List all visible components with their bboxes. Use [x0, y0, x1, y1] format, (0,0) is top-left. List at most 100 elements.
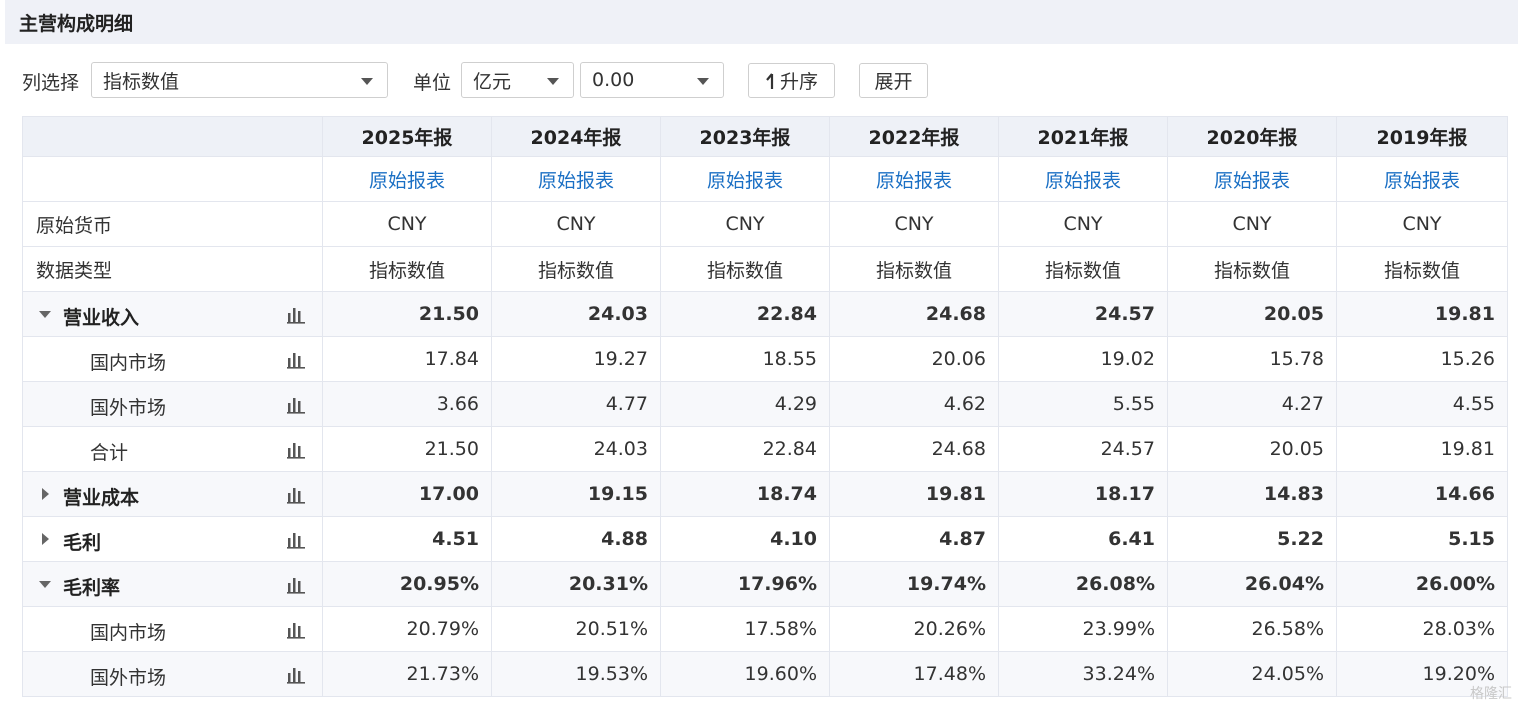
- table-cell: 19.81: [1336, 426, 1508, 472]
- table-cell: 17.48%: [829, 651, 999, 697]
- column-header[interactable]: 2021年报: [998, 116, 1168, 157]
- table-cell: 20.26%: [829, 606, 999, 652]
- table-row: 毛利率 20.95% 20.31% 17.96% 19.74% 26.08% 26.04% 2…: [22, 561, 1508, 607]
- table-cell: CNY: [998, 201, 1168, 247]
- column-select-value: 指标数值: [103, 70, 180, 93]
- table-cell: 5.22: [1167, 516, 1337, 562]
- bar-chart-icon[interactable]: [286, 305, 306, 324]
- table-row: 国内市场 20.79% 20.51% 17.58% 20.26% 23.99% 26.58%…: [22, 606, 1508, 652]
- bar-chart-icon[interactable]: [286, 620, 306, 639]
- table-cell: 26.58%: [1167, 606, 1337, 652]
- expand-button[interactable]: 展开: [859, 63, 928, 98]
- original-report-link[interactable]: 原始报表: [322, 156, 492, 202]
- table-cell: 4.10: [660, 516, 830, 562]
- bar-chart-icon[interactable]: [286, 485, 306, 504]
- chevron-down-icon: [697, 78, 709, 85]
- table-cell: 5.15: [1336, 516, 1508, 562]
- table-cell: 26.04%: [1167, 561, 1337, 607]
- collapse-icon[interactable]: [39, 311, 51, 318]
- original-report-link[interactable]: 原始报表: [1336, 156, 1508, 202]
- table-cell: 18.74: [660, 471, 830, 517]
- bar-chart-icon[interactable]: [286, 665, 306, 684]
- table-cell: 21.73%: [322, 651, 492, 697]
- original-report-link[interactable]: 原始报表: [660, 156, 830, 202]
- table-cell: 20.05: [1167, 291, 1337, 337]
- bar-chart-icon[interactable]: [286, 530, 306, 549]
- table-cell: 21.50: [322, 291, 492, 337]
- table-cell: 指标数值: [1336, 246, 1508, 292]
- table-cell: 4.88: [491, 516, 661, 562]
- table-row: 合计 21.50 24.03 22.84 24.68 24.57 20.05 19.81: [22, 426, 1508, 472]
- table-cell: 19.81: [829, 471, 999, 517]
- table-cell: 5.55: [998, 381, 1168, 427]
- column-header[interactable]: 2025年报: [322, 116, 492, 157]
- meta-row: 数据类型 指标数值 指标数值 指标数值 指标数值 指标数值 指标数值 指标数值: [22, 246, 1508, 292]
- table-cell: 4.62: [829, 381, 999, 427]
- bar-chart-icon[interactable]: [286, 395, 306, 414]
- table-cell: 4.29: [660, 381, 830, 427]
- column-header[interactable]: 2023年报: [660, 116, 830, 157]
- column-header[interactable]: 2020年报: [1167, 116, 1337, 157]
- row-label-text: 毛利: [63, 532, 102, 554]
- bar-chart-icon[interactable]: [286, 350, 306, 369]
- section-title: 主营构成明细: [19, 12, 134, 35]
- bar-chart-icon[interactable]: [286, 440, 306, 459]
- sort-ascending-button[interactable]: 升序: [748, 63, 835, 98]
- table-cell: 4.77: [491, 381, 661, 427]
- row-label-text: 国内市场: [90, 622, 167, 644]
- sort-button-label: 升序: [779, 71, 818, 93]
- column-header[interactable]: 2019年报: [1336, 116, 1508, 157]
- original-report-link[interactable]: 原始报表: [998, 156, 1168, 202]
- watermark-logo: 格隆汇: [1470, 686, 1512, 702]
- original-report-link[interactable]: 原始报表: [829, 156, 999, 202]
- table-cell: 4.51: [322, 516, 492, 562]
- column-header[interactable]: 2024年报: [491, 116, 661, 157]
- table-cell: 15.78: [1167, 336, 1337, 382]
- column-select-dropdown[interactable]: 指标数值: [91, 62, 388, 98]
- row-label-empty: [22, 156, 323, 202]
- table-cell: 20.79%: [322, 606, 492, 652]
- header-row: 2025年报 2024年报 2023年报 2022年报 2021年报 2020年…: [22, 116, 1508, 157]
- expand-icon[interactable]: [42, 533, 49, 545]
- table-cell: CNY: [491, 201, 661, 247]
- table-cell: 19.27: [491, 336, 661, 382]
- row-label-text: 合计: [90, 442, 129, 464]
- table-cell: 指标数值: [998, 246, 1168, 292]
- column-header[interactable]: 2022年报: [829, 116, 999, 157]
- precision-dropdown[interactable]: 0.00: [580, 62, 724, 98]
- table-cell: CNY: [1336, 201, 1508, 247]
- table-cell: 18.55: [660, 336, 830, 382]
- table-cell: CNY: [660, 201, 830, 247]
- table-cell: 指标数值: [1167, 246, 1337, 292]
- table-cell: 21.50: [322, 426, 492, 472]
- unit-dropdown[interactable]: 亿元: [461, 62, 574, 98]
- precision-value: 0.00: [592, 69, 635, 91]
- row-label: 国内市场: [22, 606, 323, 652]
- table-cell: 22.84: [660, 426, 830, 472]
- table-cell: 18.17: [998, 471, 1168, 517]
- row-label: 国外市场: [22, 381, 323, 427]
- table-cell: 17.00: [322, 471, 492, 517]
- table-cell: 24.05%: [1167, 651, 1337, 697]
- row-label: 毛利率: [22, 561, 323, 607]
- row-label-text: 国外市场: [90, 667, 167, 689]
- original-report-link[interactable]: 原始报表: [1167, 156, 1337, 202]
- toolbar: 列选择 指标数值 单位 亿元 0.00 升序 展开: [0, 60, 1518, 100]
- table-cell: 20.31%: [491, 561, 661, 607]
- table-cell: 20.51%: [491, 606, 661, 652]
- row-label: 毛利: [22, 516, 323, 562]
- table-cell: 23.99%: [998, 606, 1168, 652]
- expand-button-label: 展开: [874, 71, 913, 93]
- table-row: 营业成本 17.00 19.15 18.74 19.81 18.17 14.83 14.66: [22, 471, 1508, 517]
- bar-chart-icon[interactable]: [286, 575, 306, 594]
- row-label: 营业收入: [22, 291, 323, 337]
- table-cell: CNY: [1167, 201, 1337, 247]
- table-cell: 指标数值: [829, 246, 999, 292]
- collapse-icon[interactable]: [39, 581, 51, 588]
- expand-icon[interactable]: [42, 488, 49, 500]
- table-cell: 4.87: [829, 516, 999, 562]
- table-cell: 指标数值: [322, 246, 492, 292]
- original-report-link[interactable]: 原始报表: [491, 156, 661, 202]
- table-cell: 26.08%: [998, 561, 1168, 607]
- chevron-down-icon: [547, 78, 559, 85]
